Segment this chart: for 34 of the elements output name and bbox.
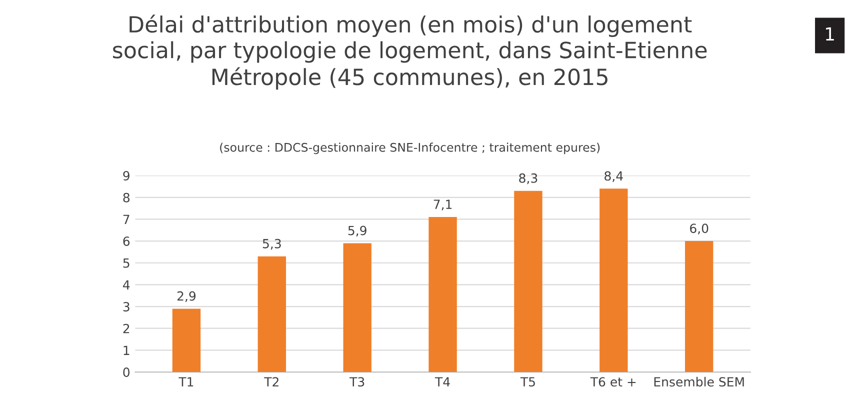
y-tick-label: 0 — [123, 367, 130, 377]
y-tick-label: 8 — [123, 192, 130, 202]
data-label: 5,9 — [348, 226, 366, 237]
bar — [514, 190, 542, 372]
bar — [172, 308, 201, 372]
bar — [258, 256, 286, 372]
chart-title: Délai d'attribution moyen (en mois) d'un logement social, par typologie de logement, dans Saint-Etienne Métropole (45 communes), en 2015 — [113, 14, 707, 90]
y-tick-label: 3 — [123, 302, 130, 312]
y-tick-label: 1 — [124, 346, 130, 355]
data-label: 8,4 — [604, 171, 623, 182]
chart-subtitle: (source : DDCS-gestionnaire SNE-Infocentre ; traitement epures) — [220, 142, 600, 154]
data-label: 5,3 — [262, 238, 281, 250]
bar — [428, 217, 457, 372]
y-tick-label: 9 — [123, 171, 130, 180]
x-tick-label: Ensemble SEM — [654, 376, 744, 387]
bar — [343, 243, 372, 372]
y-tick-label: 2 — [123, 324, 130, 334]
y-tick-label: 5 — [123, 258, 130, 268]
text: 1 — [826, 27, 834, 41]
data-label: 7,1 — [434, 200, 452, 210]
bar — [600, 188, 628, 372]
x-tick-label: T6 et + — [590, 377, 636, 387]
data-label: 8,3 — [519, 173, 538, 184]
x-tick-label: T1 — [178, 377, 194, 386]
x-tick-label: T2 — [264, 377, 278, 386]
x-tick-label: T5 — [520, 377, 535, 387]
x-tick-label: T3 — [350, 377, 364, 387]
bar — [685, 241, 714, 372]
y-tick-label: 6 — [123, 236, 130, 246]
y-tick-label: 7 — [123, 214, 130, 224]
data-label: 2,9 — [177, 291, 196, 302]
y-tick-label: 4 — [122, 280, 130, 290]
data-label: 6,0 — [690, 224, 708, 234]
x-tick-label: T4 — [434, 377, 450, 386]
